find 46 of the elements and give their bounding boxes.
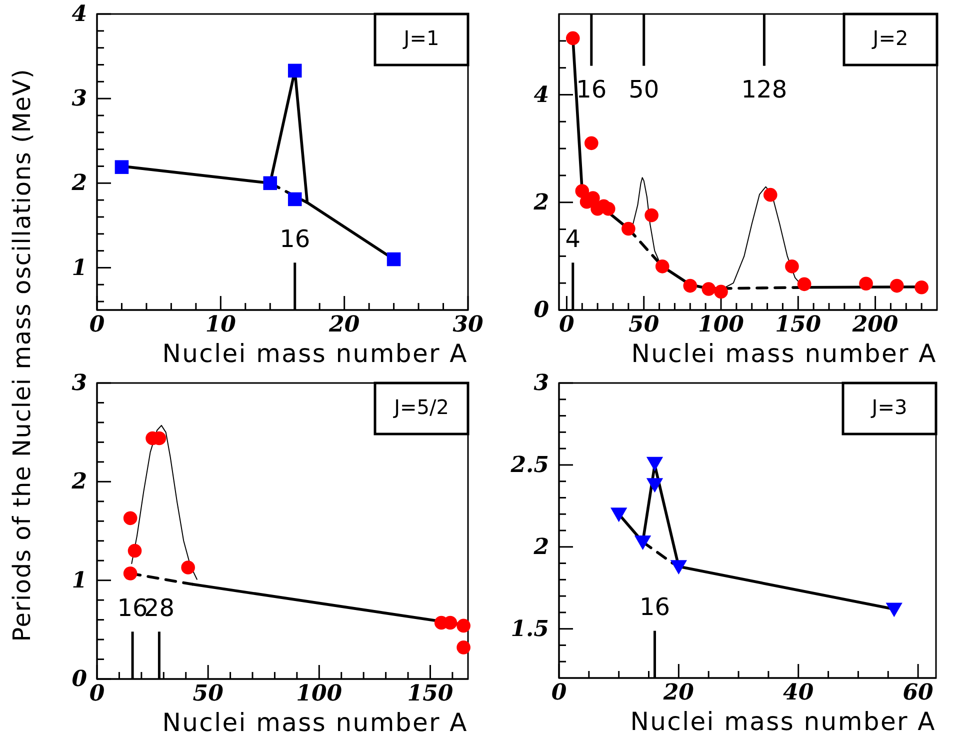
y-axis-title: Periods of the Nuclei mass oscillations (MeV) bbox=[8, 68, 36, 642]
x-tick-label: 60 bbox=[902, 680, 934, 706]
x-tick-label: 200 bbox=[851, 312, 899, 338]
y-tick-label: 2 bbox=[70, 468, 87, 495]
y-tick-label: 2 bbox=[532, 189, 549, 216]
ref-line-label: 16 bbox=[117, 594, 148, 622]
y-tick-label: 3 bbox=[534, 370, 549, 396]
x-tick-label: 100 bbox=[698, 312, 745, 338]
y-tick-label: 2 bbox=[532, 534, 549, 560]
x-tick-label: 40 bbox=[783, 680, 814, 706]
x-tick-label: 100 bbox=[296, 680, 343, 707]
x-tick-label: 50 bbox=[628, 312, 660, 338]
text: J=2 bbox=[870, 26, 908, 50]
y-tick-label: 3 bbox=[72, 86, 87, 112]
x-tick-label: 150 bbox=[775, 312, 822, 338]
y-tick-label: 4 bbox=[534, 82, 549, 108]
x-tick-label: 50 bbox=[192, 680, 224, 707]
x-tick-label: 30 bbox=[452, 312, 484, 338]
x-tick-label: 0 bbox=[551, 680, 568, 706]
x-axis-title: Nuclei mass number A bbox=[631, 339, 937, 368]
x-axis-title: Nuclei mass number A bbox=[630, 707, 936, 736]
y-tick-label: 1.5 bbox=[510, 616, 549, 642]
x-axis-title: Nuclei mass number A bbox=[162, 708, 468, 737]
y-tick-label: 2.5 bbox=[510, 452, 549, 478]
y-tick-label: 1 bbox=[72, 254, 87, 281]
ref-line-label: 16 bbox=[576, 76, 607, 104]
x-tick-label: 10 bbox=[205, 312, 237, 338]
x-tick-label: 0 bbox=[559, 312, 576, 338]
y-tick-label: 2 bbox=[70, 170, 87, 196]
y-tick-label: 3 bbox=[72, 370, 87, 396]
ref-line-label: 16 bbox=[639, 593, 670, 622]
text: J=5/2 bbox=[392, 394, 449, 419]
x-tick-label: 0 bbox=[89, 312, 106, 338]
x-tick-label: 20 bbox=[328, 312, 360, 338]
ref-line-label: 50 bbox=[628, 76, 660, 104]
ref-line-label: 128 bbox=[741, 76, 788, 104]
y-tick-label: 1 bbox=[72, 567, 87, 594]
x-tick-label: 20 bbox=[662, 680, 695, 706]
x-tick-label: 0 bbox=[89, 680, 106, 707]
y-tick-label: 4 bbox=[72, 1, 87, 28]
text: J=3 bbox=[870, 394, 908, 419]
text: J=1 bbox=[402, 26, 440, 50]
x-axis-title: Nuclei mass number A bbox=[162, 339, 468, 368]
ref-line-label: 16 bbox=[280, 225, 310, 254]
ref-line-label: 4 bbox=[565, 225, 581, 254]
x-tick-label: 150 bbox=[407, 680, 454, 707]
